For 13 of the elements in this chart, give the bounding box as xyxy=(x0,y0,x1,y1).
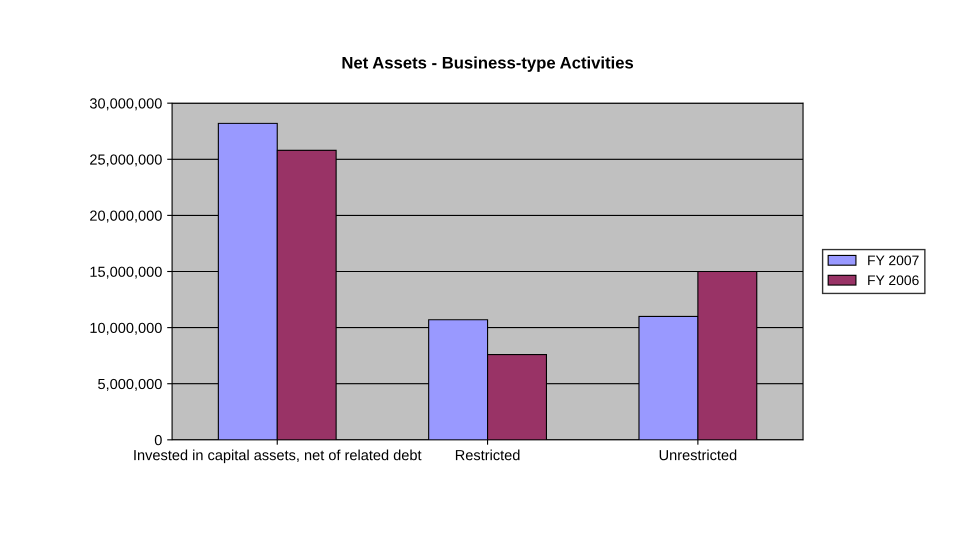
y-tick-label: 25,000,000 xyxy=(90,154,162,166)
y-tick-label: 0 xyxy=(154,434,162,446)
y-tick-label: 20,000,000 xyxy=(90,210,162,223)
y-tick-label: 5,000,000 xyxy=(98,378,162,391)
y-tick-label: 10,000,000 xyxy=(90,322,162,335)
y-tick-label: 15,000,000 xyxy=(90,266,162,279)
x-tick-label: Unrestricted xyxy=(660,450,736,460)
chart-title: Net Assets - Business-type Activities xyxy=(342,56,634,72)
x-tick-label: Restricted xyxy=(456,450,520,460)
x-tick-label: Invested in capital assets, net of related debt xyxy=(134,450,422,464)
legend-label: FY 2006 xyxy=(868,275,919,286)
legend-label: FY 2007 xyxy=(868,255,919,266)
y-tick-label: 30,000,000 xyxy=(90,98,162,110)
